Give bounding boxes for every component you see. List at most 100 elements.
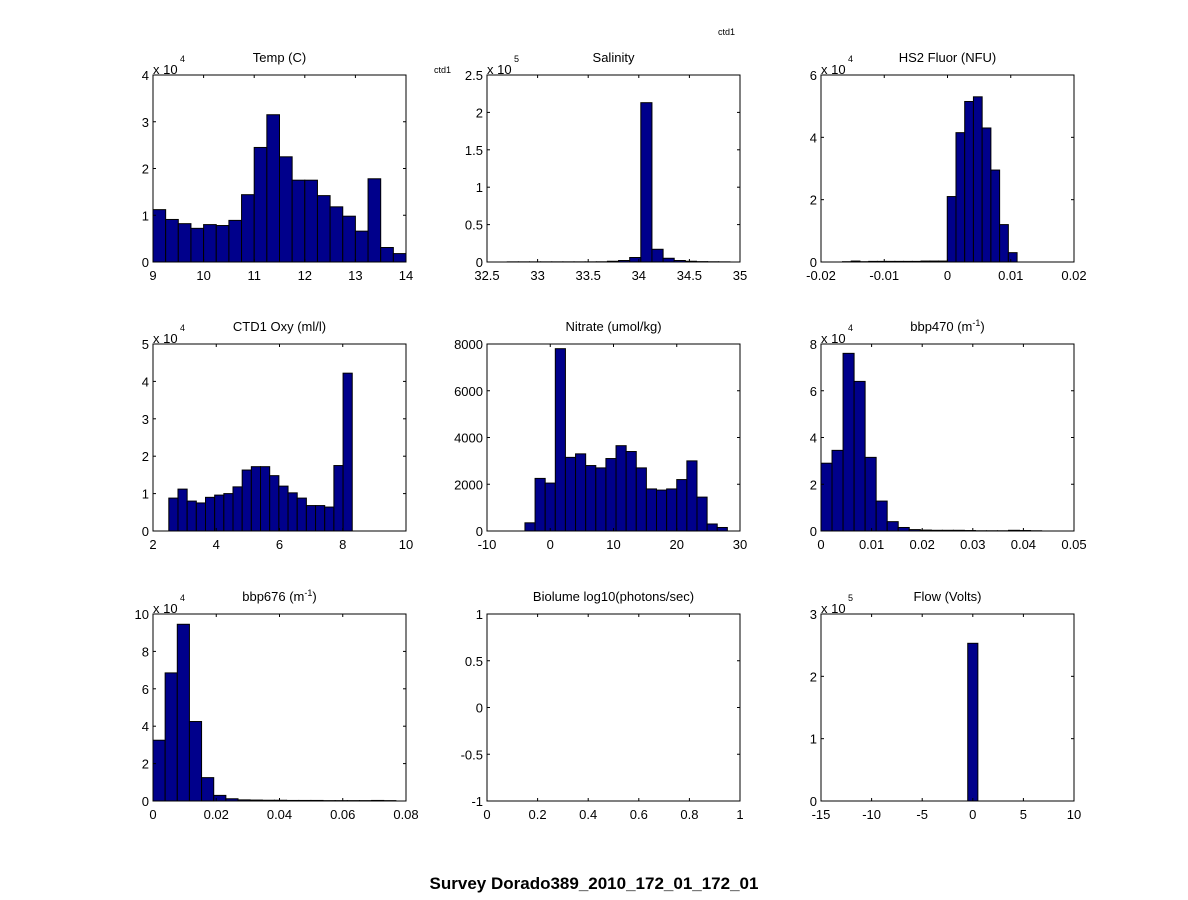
y-tick-label: 6 (142, 682, 149, 697)
x-tick-label: 0.02 (910, 537, 935, 552)
panel-title: Biolume log10(photons/sec) (533, 589, 694, 604)
x-tick-label: 0.8 (680, 807, 698, 822)
x-tick-label: 34 (632, 268, 646, 283)
x-tick-label: 0.4 (579, 807, 597, 822)
histogram-bar (524, 522, 536, 532)
y-tick-label: 1 (142, 208, 149, 223)
y-tick-label: 2.5 (465, 68, 483, 83)
histogram-bar (946, 196, 957, 263)
histogram-bar (152, 739, 166, 802)
x-tick-label: 10 (399, 537, 413, 552)
histogram-bar (1007, 252, 1018, 263)
x-tick-label: 10 (606, 537, 620, 552)
histogram-bar (305, 505, 317, 532)
histogram-bar (964, 100, 974, 263)
histogram-bar (176, 623, 190, 802)
y-tick-label: 0 (476, 701, 483, 716)
histogram-bar (981, 127, 992, 263)
histogram-bar (177, 488, 188, 532)
y-tick-label: 2 (142, 757, 149, 772)
panel-title: bbp676 (m-1) (242, 588, 317, 604)
histogram-bar (186, 500, 197, 532)
histogram-bar (615, 445, 627, 532)
histogram-bar (676, 479, 688, 532)
histogram-bar (886, 521, 899, 532)
x-tick-label: 0 (944, 268, 951, 283)
histogram-bar (864, 456, 877, 532)
y-tick-label: 0 (476, 255, 483, 270)
x-tick-label: 12 (298, 268, 312, 283)
x-tick-label: 6 (276, 537, 283, 552)
histogram-bar (625, 451, 637, 532)
x-tick-label: 10 (196, 268, 210, 283)
histogram-bar (287, 492, 298, 532)
histogram-bar (585, 465, 597, 532)
x-tick-label: 9 (149, 268, 156, 283)
histogram-bar (241, 469, 252, 532)
histogram-bar (253, 146, 268, 263)
panel-title-end: ) (312, 589, 316, 604)
histogram-bar (575, 453, 587, 532)
histogram-bar (304, 179, 318, 263)
histogram-bar (955, 132, 966, 263)
histogram-bar (696, 496, 708, 532)
y-tick-label: 0 (142, 255, 149, 270)
y-tick-label: 8 (142, 644, 149, 659)
histogram-bar (195, 502, 207, 532)
y-tick-label: 0 (810, 794, 817, 809)
histogram-bar (999, 224, 1009, 263)
x-tick-label: 33.5 (576, 268, 601, 283)
histogram-bar (223, 493, 234, 532)
histogram-bar (342, 372, 353, 532)
x-tick-label: 30 (733, 537, 747, 552)
histogram-bar (279, 156, 293, 263)
histogram-bar (190, 227, 205, 263)
x-tick-label: 8 (339, 537, 346, 552)
histogram-bar (342, 215, 356, 263)
histogram-bar (291, 179, 306, 263)
histogram-panel: 32.5 33 33.5 34 34.5 35 0 0.5 1 1.5 2 2.5 Salinity x … (465, 50, 747, 283)
y-tick-label: 6 (810, 384, 817, 399)
axis-exponent-label: x 10 (487, 62, 512, 77)
x-tick-label: -0.01 (869, 268, 899, 283)
axis-exponent-power: 4 (848, 54, 853, 64)
y-tick-label: 0.5 (465, 654, 483, 669)
axes-box (486, 74, 741, 263)
histogram-panel: -0.02 -0.01 0 0.01 0.02 0 2 4 6 HS2 Fluor (NFU) x … (806, 50, 1086, 283)
x-tick-label: 10 (1067, 807, 1081, 822)
histogram-bar (324, 506, 335, 532)
y-tick-label: 2 (476, 105, 483, 120)
panel-title: CTD1 Oxy (ml/l) (233, 319, 326, 334)
histogram-bar (215, 225, 230, 263)
histogram-bar (564, 456, 577, 532)
histogram-bar (241, 194, 255, 263)
x-tick-label: 0 (149, 807, 156, 822)
y-tick-label: 10 (135, 607, 149, 622)
histogram-bar (316, 195, 331, 263)
x-tick-label: 2 (149, 537, 156, 552)
histogram-bar (635, 467, 647, 532)
histogram-bar (534, 477, 546, 532)
y-tick-label: 4 (142, 374, 149, 389)
survey-title: Survey Dorado389_2010_172_01_172_01 (429, 874, 759, 893)
axes-box (820, 613, 1075, 802)
x-tick-label: -10 (862, 807, 881, 822)
histogram-bar (662, 257, 675, 263)
histogram-bar (296, 497, 307, 532)
y-tick-label: 2 (810, 193, 817, 208)
histogram-bar (205, 496, 216, 532)
axis-exponent-label: x 10 (153, 601, 178, 616)
y-tick-label: 3 (142, 115, 149, 130)
x-tick-label: 0.02 (1061, 268, 1086, 283)
axis-exponent-power: 5 (514, 54, 519, 64)
x-tick-label: 1 (736, 807, 743, 822)
x-tick-label: 0.01 (998, 268, 1023, 283)
y-tick-label: 0 (142, 794, 149, 809)
axis-exponent-power: 4 (180, 323, 185, 333)
x-tick-label: 0 (483, 807, 490, 822)
histogram-bar (645, 488, 658, 532)
y-tick-label: 2 (142, 449, 149, 464)
x-tick-label: 0.2 (529, 807, 547, 822)
